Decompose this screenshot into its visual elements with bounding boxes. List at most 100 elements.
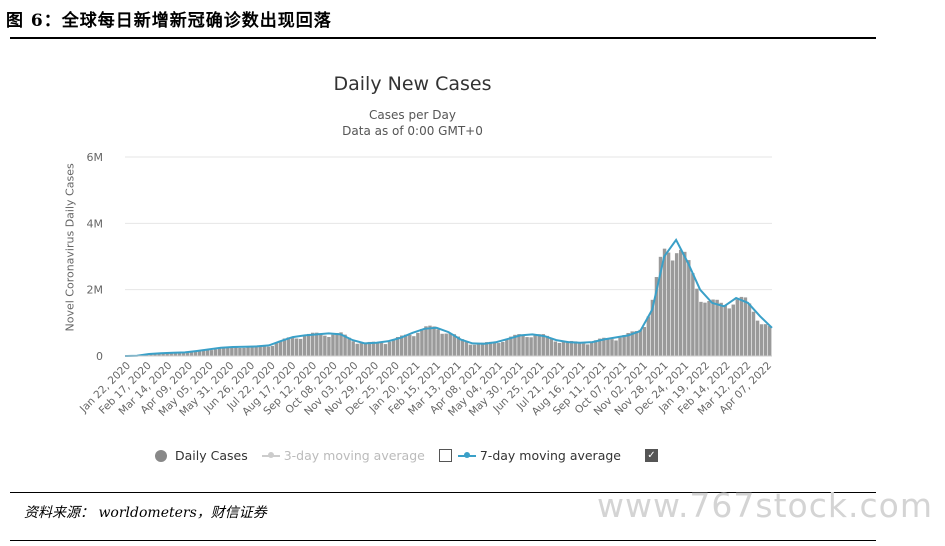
legend-item-daily-cases[interactable]: Daily Cases <box>155 448 248 463</box>
daily-cases-bar <box>404 334 408 356</box>
daily-cases-bar <box>238 348 242 356</box>
daily-cases-bar <box>743 297 748 356</box>
legend-label-7day: 7-day moving average <box>479 448 621 463</box>
daily-cases-bar <box>472 344 477 356</box>
daily-cases-bar <box>735 299 740 356</box>
daily-cases-bar <box>383 344 388 356</box>
daily-cases-bar <box>573 341 578 356</box>
daily-cases-bar <box>638 329 642 356</box>
daily-cases-bar <box>201 349 206 356</box>
daily-cases-bar <box>767 325 772 356</box>
daily-cases-bar <box>630 331 634 356</box>
y-tick-label: 4M <box>87 217 104 230</box>
daily-cases-bar <box>521 335 525 356</box>
daily-cases-bar <box>529 337 533 356</box>
daily-cases-bar <box>420 328 424 356</box>
daily-cases-bar <box>509 336 513 356</box>
daily-cases-bar <box>222 346 226 356</box>
daily-cases-bar <box>351 341 355 356</box>
daily-cases-bar <box>448 333 452 356</box>
daily-cases-bar <box>711 299 715 356</box>
daily-cases-bar <box>270 345 275 356</box>
daily-cases-bar <box>492 342 497 356</box>
daily-cases-bar <box>464 341 469 356</box>
top-rule <box>10 37 876 39</box>
daily-cases-bar <box>557 342 562 356</box>
daily-cases-bar <box>501 341 505 356</box>
daily-cases-bar <box>642 327 647 356</box>
legend-item-3day[interactable]: 3-day moving average <box>261 448 425 463</box>
daily-cases-bar <box>161 353 165 356</box>
daily-cases-bar <box>149 354 153 356</box>
checkbox-3day-unchecked[interactable] <box>438 449 452 462</box>
daily-cases-bar <box>323 335 327 356</box>
daily-cases-bar <box>505 339 509 356</box>
y-tick-label: 0 <box>96 350 103 363</box>
daily-cases-bar <box>213 349 218 356</box>
chart-title: Daily New Cases <box>333 73 492 95</box>
legend-item-7day[interactable]: 7-day moving average <box>457 448 621 463</box>
daily-cases-bar <box>650 299 655 356</box>
legend-label-daily: Daily Cases <box>175 448 248 463</box>
daily-cases-bar <box>581 343 586 356</box>
daily-cases-bar <box>646 316 651 356</box>
daily-cases-bar <box>614 340 618 356</box>
daily-cases-bar <box>315 332 319 356</box>
daily-cases-bar <box>209 350 214 356</box>
daily-cases-bar <box>525 337 529 356</box>
legend-line-icon <box>457 451 476 458</box>
bottom-rule <box>10 540 876 541</box>
daily-cases-bar <box>319 333 323 356</box>
daily-cases-bar <box>339 332 343 356</box>
daily-cases-bar <box>488 341 493 356</box>
daily-cases-bar <box>230 346 234 356</box>
daily-cases-bar <box>715 299 719 356</box>
daily-cases-bar <box>533 335 537 356</box>
daily-cases-bar <box>254 345 258 356</box>
daily-cases-bar <box>606 338 610 356</box>
daily-cases-bar <box>391 339 396 356</box>
daily-cases-bar <box>727 308 731 356</box>
daily-cases-bar <box>246 346 250 356</box>
daily-cases-bar <box>452 334 456 356</box>
daily-cases-bar <box>658 256 663 356</box>
daily-cases-bar <box>444 333 448 356</box>
daily-cases-bar <box>683 251 687 356</box>
daily-cases-bar <box>553 341 558 356</box>
daily-cases-bar <box>678 249 683 356</box>
daily-cases-bar <box>436 329 440 356</box>
daily-cases-bar <box>585 344 590 356</box>
daily-cases-bar <box>331 334 335 356</box>
daily-cases-bar <box>590 342 594 356</box>
y-tick-label: 6M <box>87 151 104 164</box>
daily-cases-bar <box>327 336 331 356</box>
daily-cases-bar <box>723 304 727 356</box>
daily-cases-bar <box>634 331 638 356</box>
daily-cases-bar <box>197 350 202 356</box>
daily-cases-bar <box>751 311 756 356</box>
daily-cases-bar <box>205 349 210 356</box>
daily-cases-bar <box>153 354 157 356</box>
daily-cases-bar <box>290 337 295 356</box>
daily-cases-bar <box>298 338 303 356</box>
daily-cases-bar <box>460 339 465 356</box>
checkbox-7day-checked[interactable]: ✓ <box>645 449 658 462</box>
legend-dot-icon <box>155 449 167 462</box>
daily-cases-bar <box>193 350 198 356</box>
daily-cases-bar <box>282 338 287 356</box>
daily-cases-bar <box>387 341 392 356</box>
chart-subtitle: Cases per Day <box>369 108 456 122</box>
legend-label-3day: 3-day moving average <box>283 448 425 463</box>
daily-cases-bar <box>666 252 671 356</box>
daily-cases-bar <box>476 343 481 356</box>
daily-cases-bar <box>699 301 703 356</box>
daily-cases-bar <box>674 253 679 356</box>
figure-title: 图 6：全球每日新增新冠确诊数出现回落 <box>6 11 332 31</box>
daily-cases-bar <box>484 342 489 356</box>
source-note: 资料来源： worldometers，财信证券 <box>24 505 267 521</box>
daily-cases-bar <box>335 332 339 356</box>
daily-cases-bar <box>234 347 238 356</box>
chart-container: Daily New Cases Cases per Day Data as of… <box>40 60 800 480</box>
daily-cases-bar <box>618 337 622 356</box>
daily-cases-bar <box>395 336 400 356</box>
